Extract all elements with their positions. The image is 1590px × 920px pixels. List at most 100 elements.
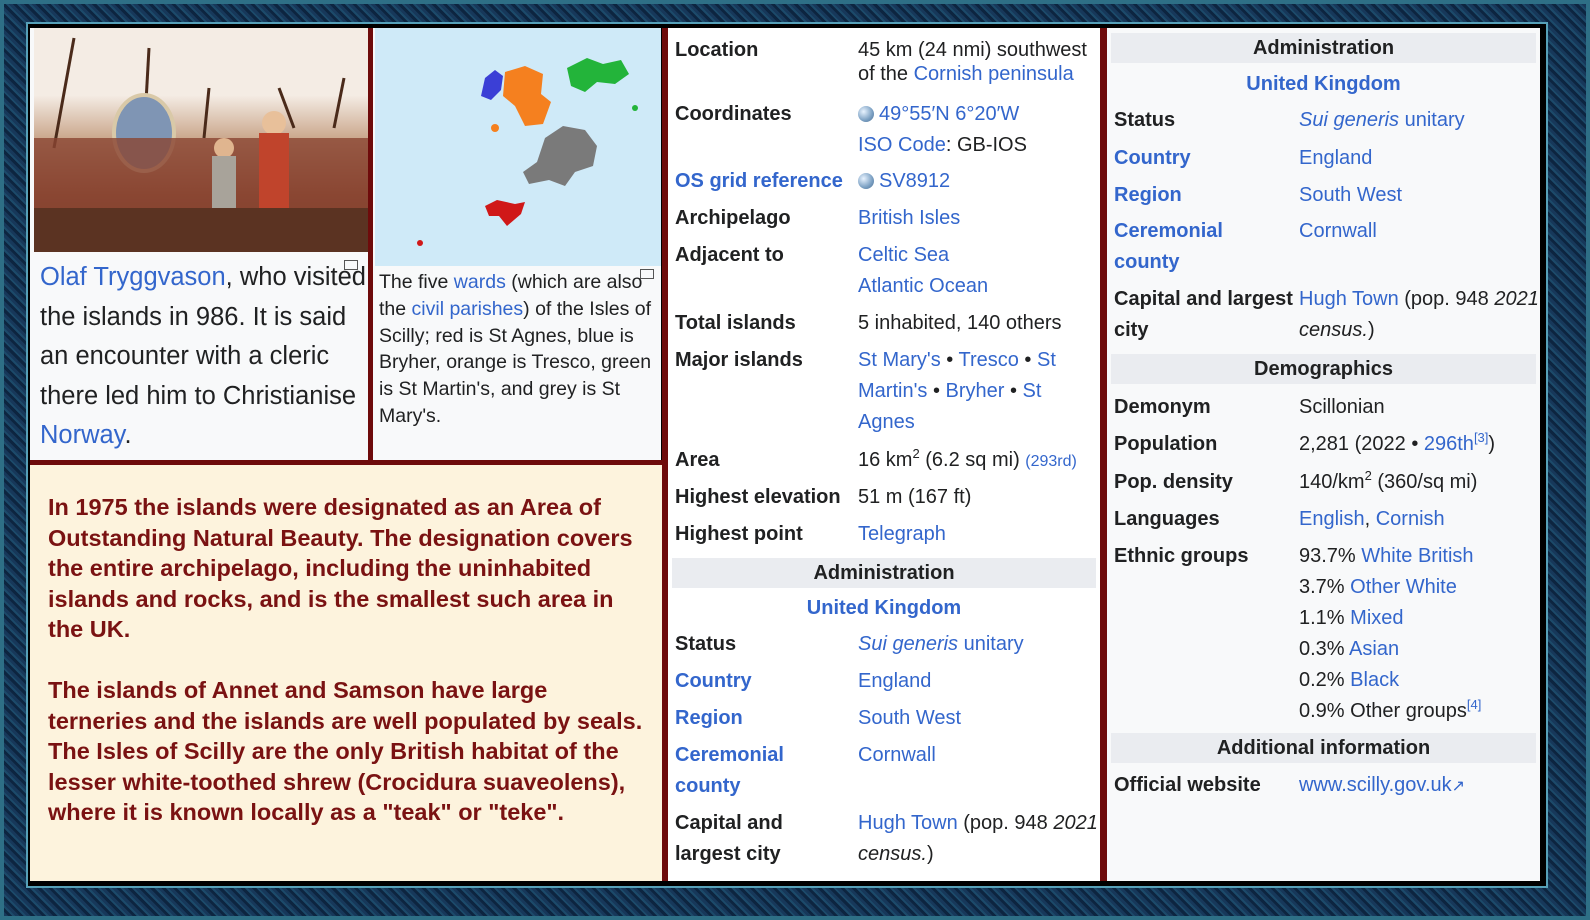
link[interactable]: Norway <box>40 421 125 449</box>
link[interactable]: www.scilly.gov.uk <box>1299 774 1452 796</box>
row-value: Cornwall <box>1299 216 1537 247</box>
text: 2021 <box>1053 812 1098 834</box>
row-label: Archipelago <box>675 207 791 229</box>
globe-icon <box>858 106 874 122</box>
link[interactable]: Cornish <box>1375 508 1445 530</box>
link[interactable]: Agnes <box>858 411 915 433</box>
row-label[interactable]: Country <box>675 670 752 692</box>
link[interactable]: 296th <box>1423 433 1474 455</box>
subheader-link[interactable]: United Kingdom <box>806 597 962 619</box>
link[interactable]: England <box>1299 147 1373 169</box>
link[interactable]: (293rd) <box>1025 453 1077 470</box>
link[interactable]: Atlantic Ocean <box>858 275 989 297</box>
link[interactable]: Martin's <box>858 380 928 402</box>
link[interactable]: Bryher <box>945 380 1005 402</box>
link[interactable]: British Isles <box>858 207 961 229</box>
text: 2,281 (2022 • <box>1299 433 1424 455</box>
row-value: 140/km2 (360/sq mi) <box>1299 467 1537 498</box>
text: 0.2% <box>1299 669 1351 691</box>
text: ) of the Isles of Scilly; red is St Agne… <box>379 297 652 427</box>
link[interactable]: wards <box>453 271 506 293</box>
link[interactable]: Tresco <box>958 349 1019 371</box>
row-label[interactable]: Region <box>675 707 743 729</box>
link[interactable]: [3] <box>1473 430 1489 445</box>
link[interactable]: English <box>1299 508 1365 530</box>
row-value: 5 inhabited, 140 others <box>858 308 1098 339</box>
row-label[interactable]: OS grid reference <box>675 170 843 192</box>
link[interactable]: White British <box>1361 545 1474 567</box>
link[interactable]: South West <box>1299 184 1403 206</box>
text: . <box>124 421 132 449</box>
row-label: Capital and largest city <box>1114 288 1293 341</box>
row-label: Official website <box>1114 774 1261 796</box>
wards-map <box>375 28 661 266</box>
infobox-administration: Administration United Kingdom Status Sui ge… <box>1107 28 1540 881</box>
link[interactable]: Cornish peninsula <box>913 63 1074 85</box>
enlarge-icon[interactable] <box>640 269 654 279</box>
link[interactable]: Telegraph <box>858 523 946 545</box>
aonb-text-box: In 1975 the islands were designated as a… <box>30 465 662 881</box>
text: (6.2 sq mi) <box>919 449 1026 471</box>
row-value: England <box>858 666 1098 697</box>
row-value: Scillonian <box>1299 392 1537 423</box>
globe-icon <box>858 173 874 189</box>
row-label: Status <box>675 633 737 655</box>
link[interactable]: Hugh Town <box>858 812 958 834</box>
row-label: Adjacent to <box>675 244 784 266</box>
text: • <box>1004 380 1023 402</box>
text: 5 inhabited, 140 others <box>858 312 1062 334</box>
st-marys-ward <box>523 126 597 186</box>
link[interactable]: Sui generis <box>1299 109 1400 131</box>
tresco-ward <box>503 66 551 126</box>
text: 93.7% <box>1299 545 1362 567</box>
row-value: South West <box>858 703 1098 734</box>
link[interactable]: Celtic Sea <box>858 244 950 266</box>
row-value: Sui generis unitary <box>858 629 1098 660</box>
text: ) <box>1488 433 1496 455</box>
link[interactable]: unitary <box>958 633 1024 655</box>
text: (which are also the <box>379 271 643 320</box>
link[interactable]: Hugh Town <box>1299 288 1399 310</box>
row-label: Location <box>675 39 759 61</box>
st-martins-ward <box>567 58 629 92</box>
link[interactable]: unitary <box>1399 109 1465 131</box>
link[interactable]: Other White <box>1350 576 1457 598</box>
row-label[interactable]: Ceremonial county <box>1114 220 1223 273</box>
paragraph-aonb: In 1975 the islands were designated as a… <box>48 494 633 643</box>
row-label: Population <box>1114 433 1218 455</box>
subheader-link[interactable]: United Kingdom <box>1246 73 1401 95</box>
link[interactable]: Asian <box>1349 638 1400 660</box>
row-label: Major islands <box>675 349 803 371</box>
link[interactable]: Cornwall <box>858 744 936 766</box>
link[interactable]: 49°55′N 6°20′W <box>879 103 1020 125</box>
row-label[interactable]: Region <box>1114 184 1182 206</box>
text: census. <box>1299 319 1368 341</box>
row-label[interactable]: Ceremonial county <box>675 744 784 797</box>
link[interactable]: Sui generis <box>858 633 959 655</box>
enlarge-icon[interactable] <box>344 260 358 270</box>
link[interactable]: Cornwall <box>1299 220 1377 242</box>
link[interactable]: SV8912 <box>879 170 951 192</box>
row-label: Highest elevation <box>675 486 841 508</box>
link[interactable]: St Mary's <box>858 349 941 371</box>
text: 51 m (167 ft) <box>858 486 972 508</box>
link[interactable]: civil parishes <box>411 297 524 320</box>
link[interactable]: South West <box>858 707 962 729</box>
link[interactable]: Mixed <box>1350 607 1404 629</box>
painting-illustration <box>34 37 368 252</box>
row-label: Capital and largest city <box>675 812 783 865</box>
row-value: Sui generis unitary <box>1299 105 1537 136</box>
link[interactable]: Black <box>1350 669 1400 691</box>
row-label: Coordinates <box>675 103 792 125</box>
link[interactable]: St <box>1037 349 1056 371</box>
link[interactable]: England <box>858 670 932 692</box>
link[interactable]: [4] <box>1466 697 1482 712</box>
row-label: Ethnic groups <box>1114 545 1249 567</box>
link[interactable]: Olaf Tryggvason <box>40 263 226 291</box>
link[interactable]: ISO Code <box>858 134 946 156</box>
link[interactable]: St <box>1022 380 1042 402</box>
row-label[interactable]: Country <box>1114 147 1191 169</box>
row-label: Languages <box>1114 508 1220 530</box>
row-value: SV8912 <box>858 166 1098 197</box>
text: Scillonian <box>1299 396 1385 418</box>
